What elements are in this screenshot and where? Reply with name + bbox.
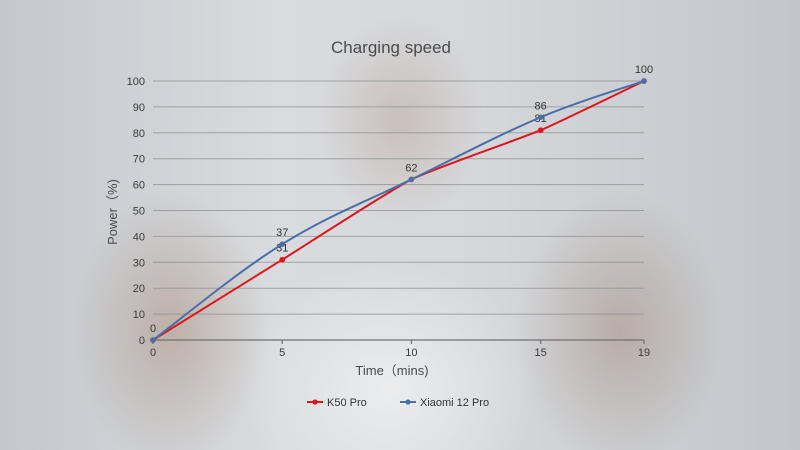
x-tick-label: 19 xyxy=(638,347,650,359)
data-point xyxy=(408,176,415,183)
y-tick-label: 70 xyxy=(133,154,145,166)
y-tick-label: 10 xyxy=(133,309,145,321)
data-label: 100 xyxy=(635,64,653,76)
chart-title: Charging speed xyxy=(331,38,451,57)
legend-item: Xiaomi 12 Pro xyxy=(400,397,489,409)
series-layer: 31810376286100 xyxy=(150,64,653,343)
x-tick-label: 5 xyxy=(279,347,285,359)
x-axis-label: Time（mins) xyxy=(355,363,428,378)
y-tick-label: 100 xyxy=(127,76,145,88)
data-point xyxy=(150,337,156,343)
y-tick-label: 80 xyxy=(133,128,145,140)
x-tick-label: 0 xyxy=(150,347,156,359)
y-tick-label: 60 xyxy=(133,180,145,192)
x-tick-label: 10 xyxy=(405,347,417,359)
legend-item: K50 Pro xyxy=(307,397,367,409)
data-point xyxy=(279,241,286,247)
y-tick-label: 40 xyxy=(133,231,145,243)
series-xiaomi-12-pro: 0 37 62 86 100 xyxy=(150,64,653,343)
data-point xyxy=(641,78,647,84)
y-tick-labels: 0 10 20 30 40 50 60 70 80 90 100 xyxy=(127,76,145,347)
data-point xyxy=(279,256,286,263)
data-label: 37 xyxy=(276,227,288,239)
x-tick-label: 15 xyxy=(535,347,547,359)
data-point xyxy=(537,114,544,121)
y-tick-label: 50 xyxy=(133,206,145,218)
y-axis-label: Power（%) xyxy=(105,179,120,245)
data-label: 86 xyxy=(535,100,547,112)
y-tick-label: 30 xyxy=(133,257,145,269)
legend-label: K50 Pro xyxy=(327,397,367,409)
y-tick-label: 0 xyxy=(139,335,145,347)
data-label: 0 xyxy=(150,323,156,335)
legend-marker xyxy=(405,399,411,405)
legend-label: Xiaomi 12 Pro xyxy=(420,397,489,409)
data-point xyxy=(537,127,544,134)
axes xyxy=(152,339,645,344)
x-tick-labels: 0 5 10 15 19 xyxy=(150,347,650,359)
y-tick-label: 20 xyxy=(133,283,145,295)
y-tick-label: 90 xyxy=(133,102,145,114)
legend-marker xyxy=(312,399,318,405)
data-label: 62 xyxy=(405,162,417,174)
series-line xyxy=(152,80,645,341)
legend: K50 Pro Xiaomi 12 Pro xyxy=(307,397,489,409)
